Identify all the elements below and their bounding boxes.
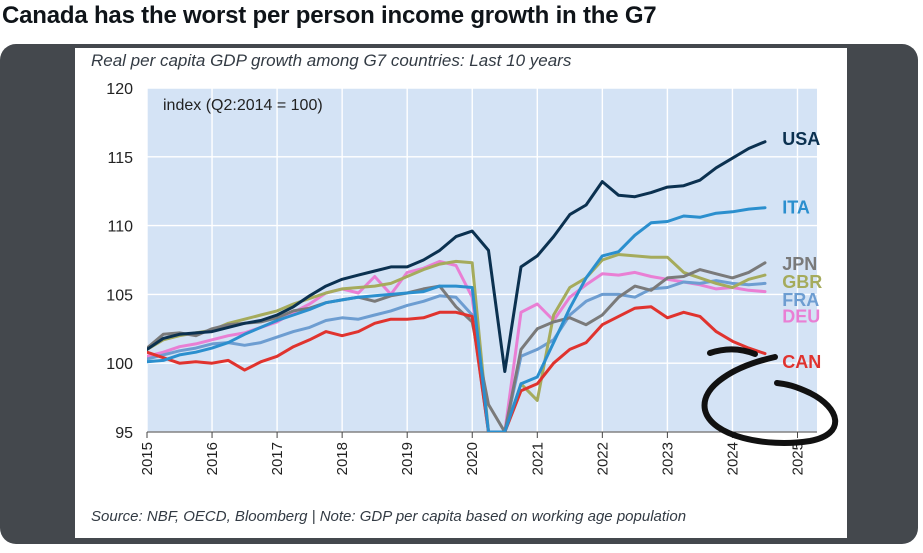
hand-drawn-circle — [701, 354, 839, 446]
x-tick-label: 2022 — [594, 442, 611, 475]
y-tick-label: 95 — [115, 425, 133, 442]
x-tick-label: 2023 — [659, 442, 676, 475]
x-tick-label: 2025 — [789, 442, 806, 475]
hand-drawn-stroke — [707, 346, 758, 357]
x-tick-label: 2020 — [464, 442, 481, 475]
series-label-ita: ITA — [782, 198, 810, 218]
y-tick-label: 110 — [107, 219, 133, 236]
post-headline: Canada has the worst per person income g… — [2, 2, 657, 29]
chart-area: 95 100 105 110 115 120 2015 2016 2017 2018 2019 202… — [106, 81, 839, 475]
x-tick-label: 2017 — [269, 442, 286, 475]
x-tick-label: 2016 — [204, 442, 221, 475]
series-line-usa — [147, 140, 767, 373]
y-tick-label: 120 — [106, 81, 133, 98]
chart-title: Real per capita GDP growth among G7 coun… — [91, 51, 572, 70]
y-tick-label: 115 — [107, 150, 133, 167]
index-note: index (Q2:2014 = 100) — [163, 97, 323, 114]
x-tick-label: 2024 — [724, 442, 741, 475]
x-tick-label: 2021 — [529, 442, 546, 475]
y-tick-label: 105 — [106, 287, 133, 304]
series-label-usa: USA — [782, 129, 820, 149]
series-label-jpn: JPN — [782, 254, 817, 274]
x-tick-label: 2018 — [334, 442, 351, 475]
x-tick-label: 2015 — [139, 442, 156, 475]
series-label-gbr: GBR — [782, 272, 822, 292]
series-label-deu: DEU — [782, 306, 820, 326]
series-label-fra: FRA — [782, 290, 819, 310]
image-card[interactable]: Real per capita GDP growth among G7 coun… — [0, 44, 918, 544]
series-line-gbr — [147, 253, 767, 432]
chart-panel: Real per capita GDP growth among G7 coun… — [75, 48, 847, 538]
series-line-ita — [147, 206, 767, 432]
x-tick-label: 2019 — [399, 442, 416, 475]
y-tick-label: 100 — [106, 356, 133, 373]
series-label-can: CAN — [782, 352, 821, 372]
chart-source: Source: NBF, OECD, Bloomberg | Note: GDP… — [91, 508, 687, 525]
series-line-can — [147, 305, 767, 432]
series-line-fra — [147, 279, 767, 432]
